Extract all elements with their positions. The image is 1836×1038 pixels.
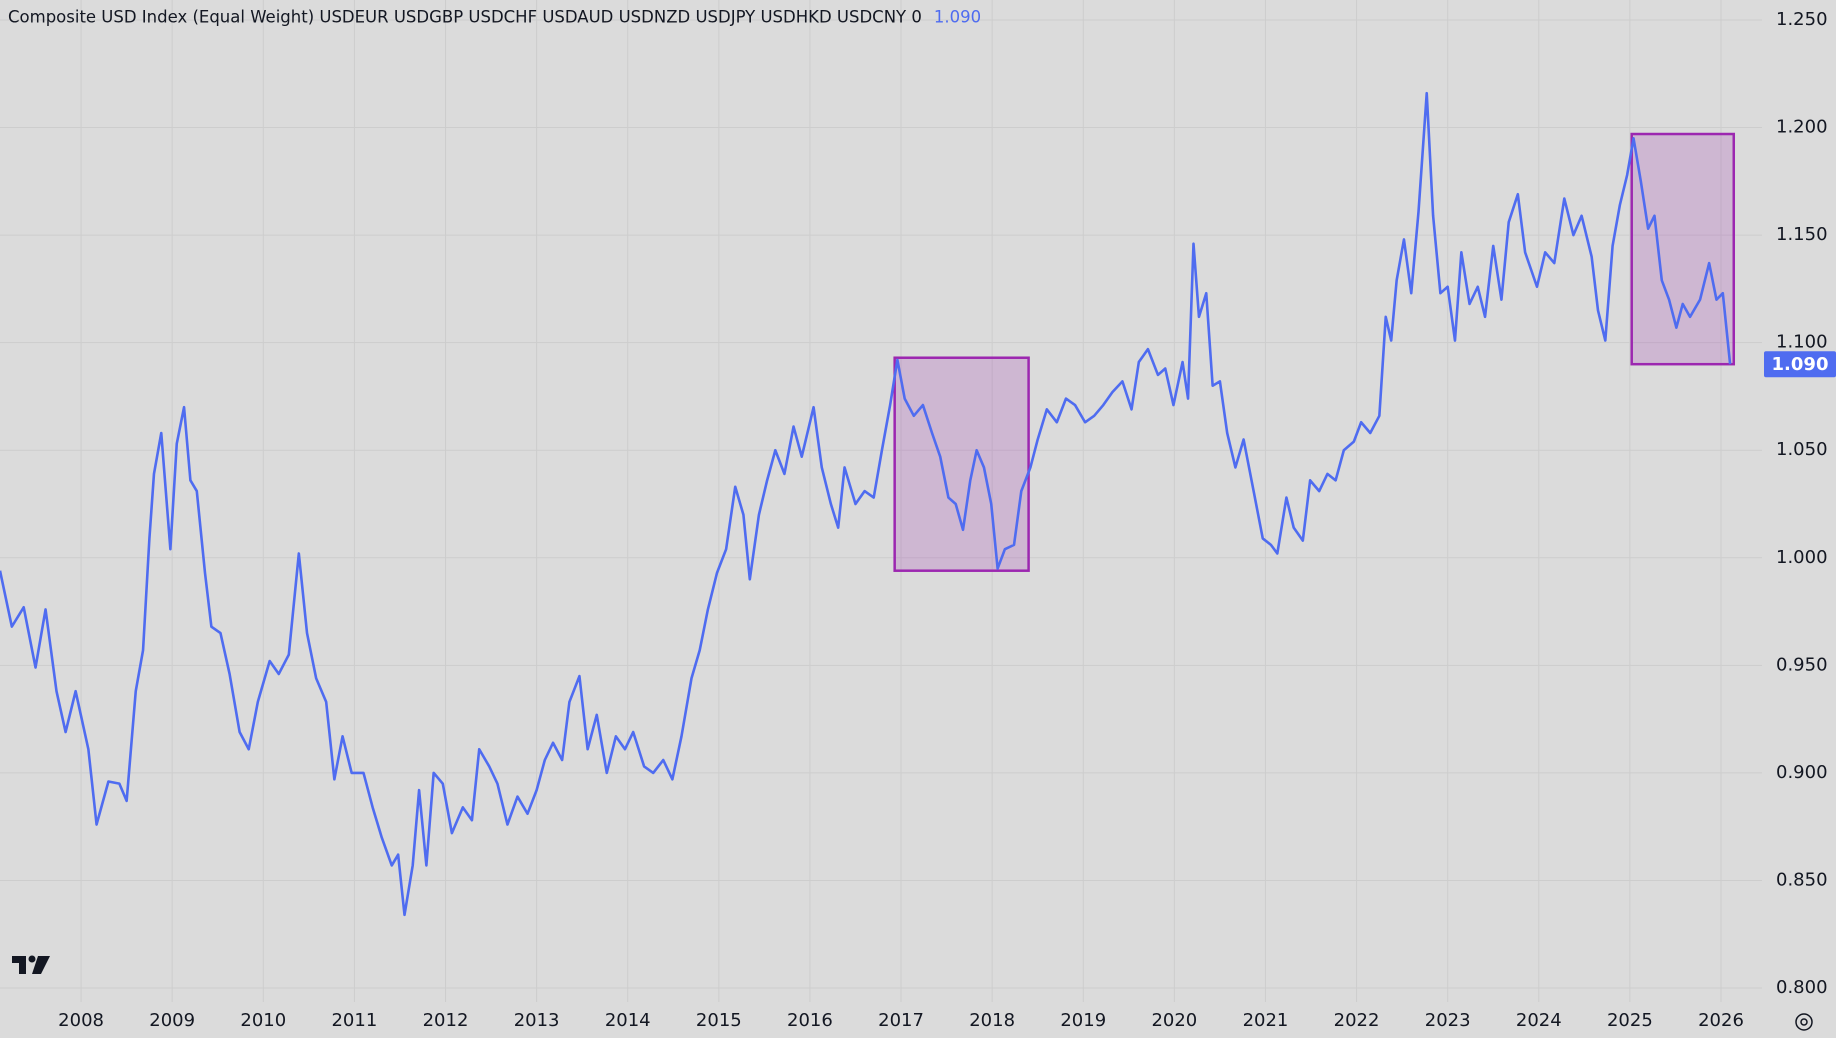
- y-tick-label: 1.000: [1776, 547, 1828, 568]
- x-tick-label: 2021: [1243, 1010, 1289, 1031]
- highlight-regions: [893, 132, 1736, 572]
- y-tick-label: 1.050: [1776, 439, 1828, 460]
- series: [0, 91, 1732, 917]
- x-tick-label: 2020: [1151, 1010, 1197, 1031]
- chart-title: Composite USD Index (Equal Weight) USDEU…: [8, 8, 922, 27]
- y-tick-label: 1.200: [1776, 117, 1828, 138]
- axes: 0.800 0.850 0.900 0.950 1.000 1.050 1.100 1.150…: [58, 9, 1836, 1031]
- x-tick-label: 2016: [787, 1010, 833, 1031]
- x-tick-label: 2024: [1516, 1010, 1562, 1031]
- y-tick-label: 1.250: [1776, 9, 1828, 30]
- x-tick-label: 2018: [969, 1010, 1015, 1031]
- x-tick-label: 2023: [1425, 1010, 1471, 1031]
- x-tick-label: 2022: [1334, 1010, 1380, 1031]
- x-tick-label: 2025: [1607, 1010, 1653, 1031]
- legend-last-value: 1.090: [934, 8, 981, 27]
- y-tick-label: 0.900: [1776, 762, 1828, 783]
- x-tick-label: 2013: [514, 1010, 560, 1031]
- highlight-region: [893, 356, 1030, 572]
- price-tag-label: 1.090: [1772, 354, 1829, 375]
- y-tick-label: 0.950: [1776, 654, 1828, 675]
- x-tick-label: 2011: [331, 1010, 377, 1031]
- x-tick-label: 2015: [696, 1010, 742, 1031]
- tradingview-logo: [12, 955, 50, 974]
- x-tick-label: 2010: [240, 1010, 286, 1031]
- y-tick-label: 0.800: [1776, 977, 1828, 998]
- highlight-region: [1630, 132, 1736, 366]
- x-tick-label: 2017: [878, 1010, 924, 1031]
- price-tag: [1764, 351, 1836, 378]
- x-tick-label: 2012: [423, 1010, 469, 1031]
- y-tick-label: 1.100: [1776, 332, 1828, 353]
- y-tick-label: 1.150: [1776, 224, 1828, 245]
- y-tick-label: 0.850: [1776, 869, 1828, 890]
- grid: [0, 0, 1762, 1002]
- x-tick-label: 2008: [58, 1010, 104, 1031]
- x-tick-label: 2009: [149, 1010, 195, 1031]
- settings-icon[interactable]: [1795, 1013, 1813, 1031]
- x-tick-label: 2019: [1060, 1010, 1106, 1031]
- series-line: [0, 91, 1732, 917]
- x-tick-label: 2014: [605, 1010, 651, 1031]
- x-tick-label: 2026: [1698, 1010, 1744, 1031]
